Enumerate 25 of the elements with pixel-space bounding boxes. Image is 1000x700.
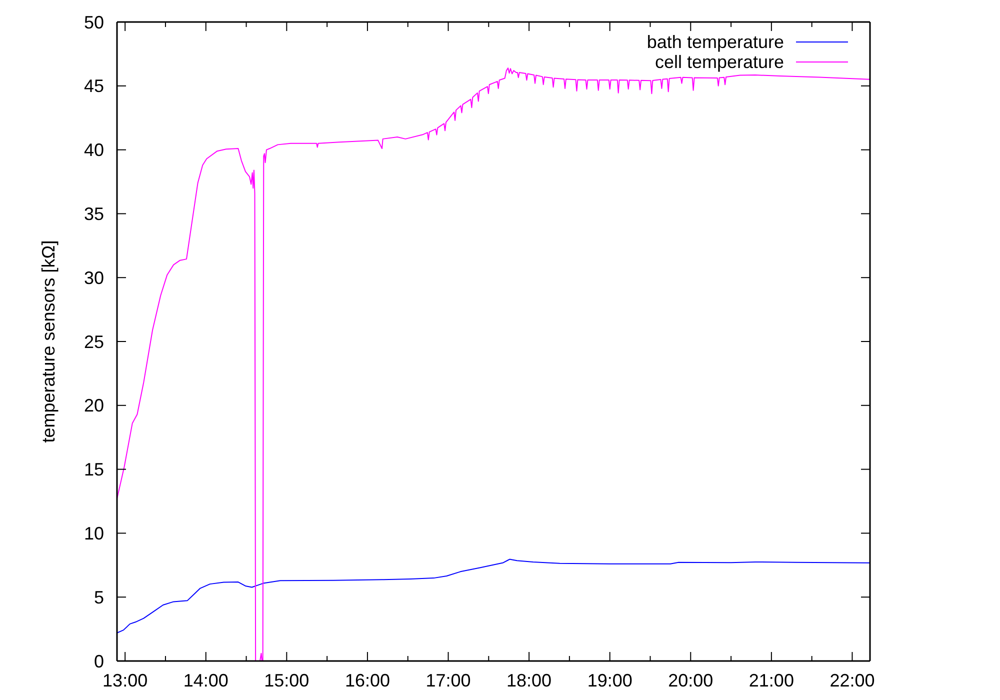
y-tick-label: 25 [84, 332, 104, 352]
y-tick-label: 15 [84, 460, 104, 480]
y-tick-label: 0 [94, 651, 104, 672]
x-tick-label: 17:00 [426, 670, 471, 690]
x-tick-label: 16:00 [344, 670, 390, 690]
legend-label: bath temperature [646, 32, 784, 52]
x-tick-label: 14:00 [183, 670, 228, 690]
x-tick-label: 15:00 [264, 670, 310, 690]
y-tick-label: 30 [84, 268, 104, 288]
line-series [117, 558, 870, 634]
y-tick-label: 45 [84, 76, 104, 96]
legend-label: cell temperature [654, 52, 784, 72]
y-tick-label: 20 [84, 396, 104, 416]
y-axis-title: temperature sensors [kΩ] [38, 240, 58, 443]
x-tick-label: 13:00 [102, 670, 148, 690]
y-tick-label: 35 [84, 204, 104, 224]
y-tick-label: 50 [84, 12, 104, 32]
x-tick-label: 20:00 [668, 670, 714, 690]
x-tick-label: 19:00 [587, 670, 632, 690]
x-tick-label: 22:00 [830, 670, 875, 690]
y-tick-label: 40 [84, 140, 104, 160]
x-tick-label: 21:00 [748, 670, 794, 690]
x-tick-label: 18:00 [506, 670, 552, 690]
y-tick-label: 5 [94, 587, 104, 608]
y-tick-label: 10 [84, 524, 104, 544]
